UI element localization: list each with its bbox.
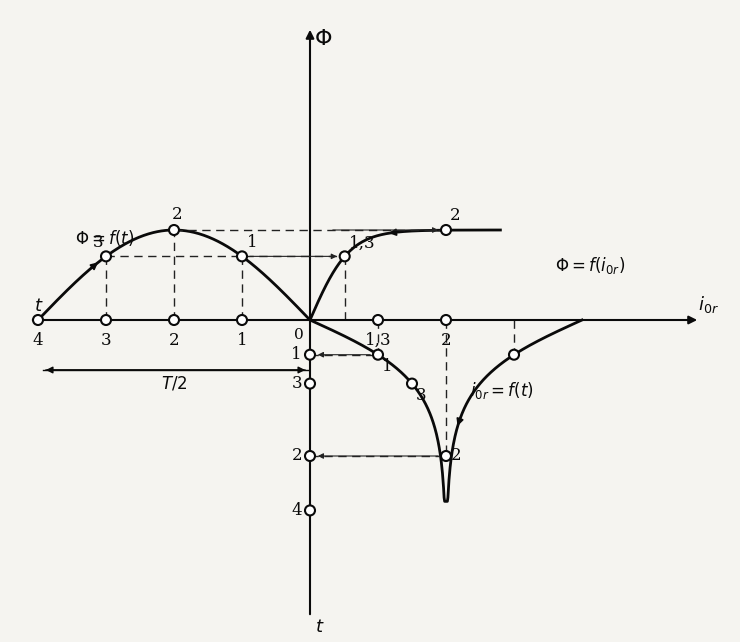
Text: $\Phi=f(t)$: $\Phi=f(t)$ — [75, 229, 135, 248]
Text: 1: 1 — [382, 358, 393, 375]
Circle shape — [441, 315, 451, 325]
Text: 1,3: 1,3 — [349, 234, 375, 252]
Text: $\Phi$: $\Phi$ — [314, 28, 332, 50]
Text: 2: 2 — [172, 206, 182, 223]
Text: 3: 3 — [416, 386, 427, 404]
Circle shape — [373, 315, 383, 325]
Circle shape — [305, 350, 315, 360]
Text: 4: 4 — [292, 502, 302, 519]
Circle shape — [305, 451, 315, 461]
Text: 2: 2 — [292, 447, 302, 465]
Circle shape — [407, 379, 417, 388]
Circle shape — [237, 315, 247, 325]
Text: 1: 1 — [237, 332, 247, 349]
Text: $t$: $t$ — [315, 618, 325, 636]
Circle shape — [441, 451, 451, 461]
Text: $\Phi=f(i_{0r})$: $\Phi=f(i_{0r})$ — [555, 256, 625, 277]
Text: 2: 2 — [441, 332, 451, 349]
Circle shape — [305, 379, 315, 388]
Text: 1: 1 — [292, 346, 302, 363]
Circle shape — [237, 252, 247, 261]
Circle shape — [33, 315, 43, 325]
Text: $i_{0r}=f(t)$: $i_{0r}=f(t)$ — [470, 380, 534, 401]
Text: 2: 2 — [451, 447, 462, 465]
Text: 3: 3 — [292, 375, 302, 392]
Circle shape — [373, 350, 383, 360]
Text: 1,3: 1,3 — [365, 332, 391, 349]
Text: $i_{0r}$: $i_{0r}$ — [698, 294, 719, 315]
Circle shape — [169, 315, 179, 325]
Text: $t$: $t$ — [34, 297, 44, 315]
Text: 3: 3 — [101, 332, 111, 349]
Text: 1: 1 — [247, 234, 258, 252]
Circle shape — [101, 315, 111, 325]
Circle shape — [509, 350, 519, 360]
Circle shape — [441, 225, 451, 235]
Text: 0: 0 — [295, 328, 304, 342]
Text: $T/2$: $T/2$ — [161, 375, 187, 393]
Text: 2: 2 — [450, 207, 460, 224]
Circle shape — [101, 252, 111, 261]
Circle shape — [305, 505, 315, 516]
Circle shape — [169, 225, 179, 235]
Text: 3: 3 — [92, 234, 103, 252]
Text: 4: 4 — [33, 332, 44, 349]
Circle shape — [340, 252, 350, 261]
Text: 2: 2 — [169, 332, 179, 349]
